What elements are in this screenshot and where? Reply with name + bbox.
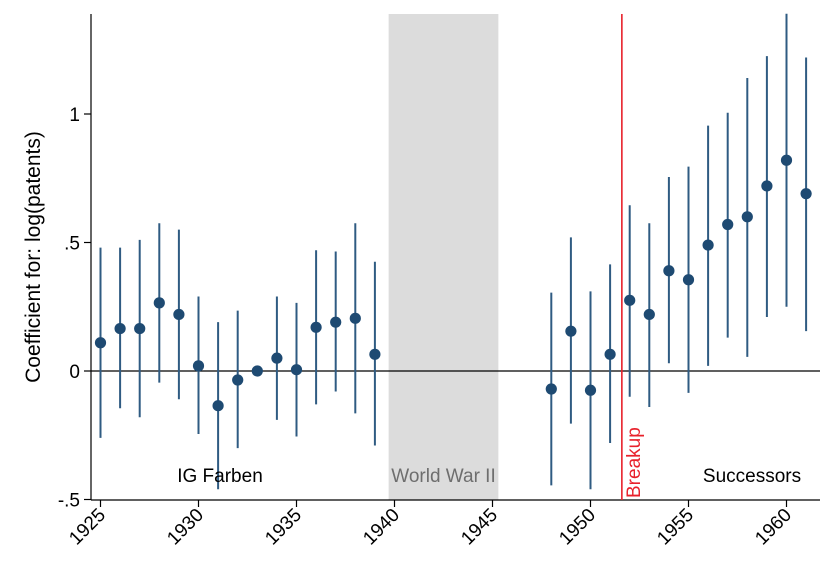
coefficient-point: [682, 274, 695, 286]
coefficient-point: [94, 337, 107, 349]
x-tick-label: 1960: [751, 505, 796, 550]
y-tick-label: .5: [64, 234, 80, 255]
coefficient-point: [134, 322, 146, 335]
x-tick-label: 1945: [457, 505, 502, 550]
x-tick-label: 1955: [653, 505, 698, 550]
coefficient-point: [212, 400, 224, 412]
x-tick-label: 1930: [163, 505, 208, 550]
coefficient-point: [290, 364, 303, 376]
coefficient-point: [192, 360, 205, 372]
coefficient-point: [153, 297, 165, 309]
world-war-ii-label: World War II: [391, 466, 496, 487]
coefficient-point: [369, 348, 381, 360]
coefficient-point: [702, 239, 714, 251]
coefficient-point: [232, 374, 244, 386]
world-war-ii-shading: [388, 14, 499, 500]
ig-farben-label: IG Farben: [177, 466, 263, 487]
coefficient-point: [741, 211, 753, 223]
coefficient-point: [800, 188, 812, 200]
coefficient-point: [780, 154, 793, 166]
coefficient-point: [310, 321, 322, 333]
successors-label: Successors: [703, 466, 801, 487]
x-tick-label: 1950: [555, 505, 600, 550]
coefficient-point: [604, 348, 616, 360]
y-tick-label: 0: [69, 362, 80, 383]
coefficient-point: [114, 322, 126, 335]
x-tick-label: 1935: [261, 505, 306, 550]
coefficient-point: [584, 384, 597, 396]
coefficient-point: [545, 383, 557, 395]
points-layer: [94, 154, 812, 412]
y-tick-label: -.5: [58, 491, 80, 512]
breakup-label: Breakup: [624, 427, 645, 498]
coefficient-point: [663, 265, 675, 277]
y-tick-label: 1: [69, 105, 80, 126]
coefficient-point: [624, 294, 636, 306]
coefficient-point: [643, 308, 655, 321]
coefficient-point: [330, 316, 342, 328]
coefficient-point: [722, 218, 734, 231]
x-tick-label: 1940: [359, 505, 404, 550]
coefficient-point: [251, 365, 263, 377]
coefficient-point: [761, 180, 773, 192]
y-axis-label: Coefficient for: log(patents): [22, 131, 45, 383]
coefficient-point: [565, 325, 577, 337]
coefficient-point: [349, 312, 361, 324]
axes-layer: [84, 14, 820, 507]
shaded-region-layer: [388, 14, 499, 500]
coefficient-point: [173, 308, 185, 321]
coefficient-point: [271, 352, 283, 364]
